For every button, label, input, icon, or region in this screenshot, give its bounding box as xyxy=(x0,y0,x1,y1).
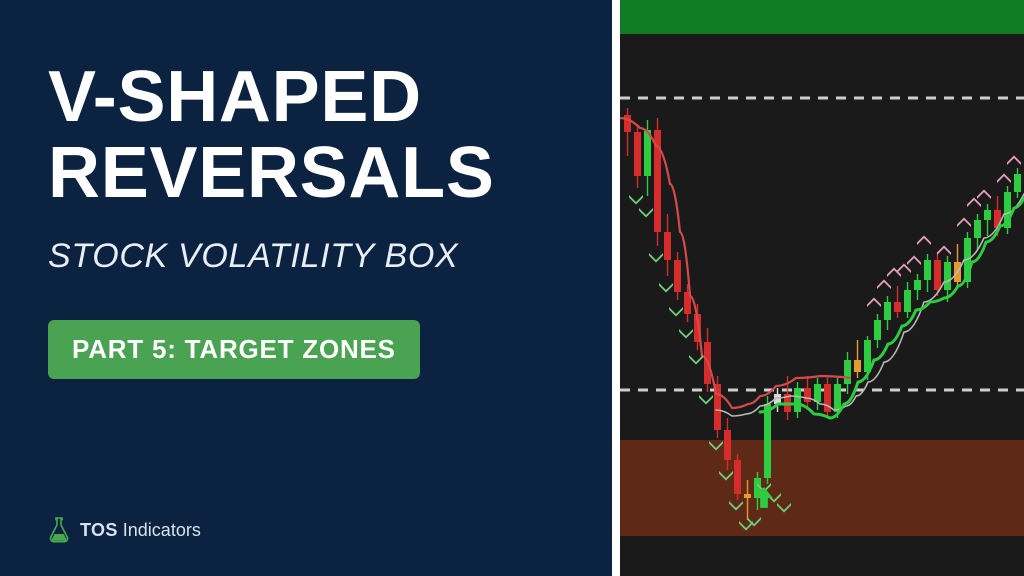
main-title: V-SHAPED REVERSALS xyxy=(48,60,564,211)
brand-logo: TOS Indicators xyxy=(48,516,201,544)
flask-icon xyxy=(48,516,70,544)
brand-text: TOS Indicators xyxy=(80,520,201,541)
panel-divider xyxy=(612,0,620,576)
candlestick-chart xyxy=(620,0,1024,576)
title-panel: V-SHAPED REVERSALS STOCK VOLATILITY BOX … xyxy=(0,0,612,576)
part-badge: PART 5: TARGET ZONES xyxy=(48,320,420,379)
subtitle: STOCK VOLATILITY BOX xyxy=(48,237,564,276)
chart-panel xyxy=(620,0,1024,576)
